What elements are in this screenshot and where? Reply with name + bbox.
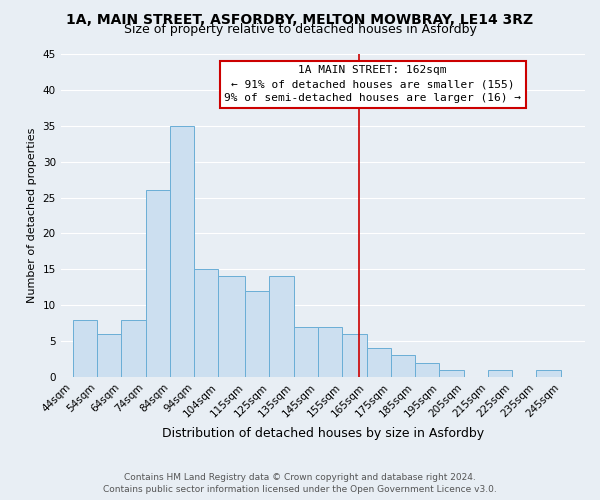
Bar	[488, 370, 512, 377]
Bar	[218, 276, 245, 377]
Bar	[194, 270, 218, 377]
Bar	[121, 320, 146, 377]
Text: 1A MAIN STREET: 162sqm
← 91% of detached houses are smaller (155)
9% of semi-det: 1A MAIN STREET: 162sqm ← 91% of detached…	[224, 66, 521, 104]
Bar	[536, 370, 561, 377]
Text: Contains HM Land Registry data © Crown copyright and database right 2024.
Contai: Contains HM Land Registry data © Crown c…	[103, 473, 497, 494]
Bar	[170, 126, 194, 377]
Bar	[73, 320, 97, 377]
Bar	[391, 356, 415, 377]
Bar	[146, 190, 170, 377]
Bar	[97, 334, 121, 377]
Text: Size of property relative to detached houses in Asfordby: Size of property relative to detached ho…	[124, 22, 476, 36]
Bar	[245, 291, 269, 377]
Text: 1A, MAIN STREET, ASFORDBY, MELTON MOWBRAY, LE14 3RZ: 1A, MAIN STREET, ASFORDBY, MELTON MOWBRA…	[67, 12, 533, 26]
X-axis label: Distribution of detached houses by size in Asfordby: Distribution of detached houses by size …	[162, 427, 484, 440]
Bar	[439, 370, 464, 377]
Y-axis label: Number of detached properties: Number of detached properties	[27, 128, 37, 303]
Bar	[269, 276, 294, 377]
Bar	[318, 326, 342, 377]
Bar	[415, 362, 439, 377]
Bar	[294, 326, 318, 377]
Bar	[342, 334, 367, 377]
Bar	[367, 348, 391, 377]
